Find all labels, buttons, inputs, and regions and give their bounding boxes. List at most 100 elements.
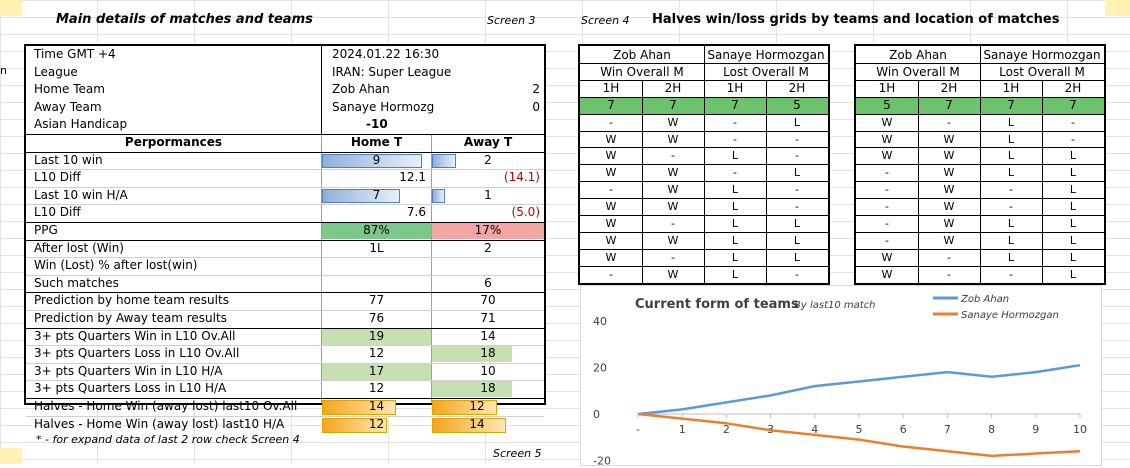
grid-cell: W (918, 217, 980, 230)
home-value: 17 (322, 364, 431, 378)
home-value: 12 (322, 417, 431, 431)
grid-cell: L (980, 217, 1042, 230)
grid-team2: Sanaye Hormozgan (704, 48, 828, 62)
perf-label: Last 10 win H/A (34, 188, 128, 202)
grid-total: 7 (580, 98, 642, 112)
grid-cell: - (766, 268, 828, 281)
perf-row: Such matches 6 (26, 275, 544, 292)
perf-label: L10 Diff (34, 205, 81, 219)
grid-cell: W (918, 183, 980, 196)
screen3-title: Main details of matches and teams (56, 12, 313, 27)
grid-cell: L (766, 217, 828, 230)
away-value: 2 (432, 241, 544, 255)
grid-cell: - (704, 133, 766, 146)
grid-cell: - (766, 149, 828, 162)
grid-cell: L (1042, 183, 1104, 196)
grid-cell: L (704, 234, 766, 247)
detail-row: Asian Handicap-10 (26, 116, 544, 133)
grid-cell: - (642, 149, 704, 162)
away-value: (5.0) (512, 205, 540, 219)
perf-label: 3+ pts Quarters Win in L10 Ov.All (34, 329, 236, 343)
home-value: 7.6 (407, 205, 426, 219)
away-value: 1 (432, 188, 544, 202)
grid-cell: W (856, 251, 918, 264)
grid-team1: Zob Ahan (856, 48, 980, 62)
grid-sub2: Lost Overall M (704, 65, 828, 79)
grid-cell: W (642, 183, 704, 196)
x-tick-label: 10 (1073, 423, 1087, 436)
grid-cell: L (704, 268, 766, 281)
grid-cell: L (980, 251, 1042, 264)
grid-cell: L (766, 251, 828, 264)
grid-cell: L (1042, 200, 1104, 213)
chart-title: Current form of teams (635, 297, 799, 312)
grid-cell: - (980, 200, 1042, 213)
grid-cell: - (918, 251, 980, 264)
grid-cell: W (580, 234, 642, 247)
perf-row: Halves - Home Win (away lost) last10 H/A… (26, 416, 544, 433)
x-tick-label: 5 (856, 423, 863, 436)
grid-cell: W (856, 268, 918, 281)
x-tick-label: 8 (988, 423, 995, 436)
grid-cell: W (580, 133, 642, 146)
grid-total: 7 (642, 98, 704, 112)
home-value: 19 (322, 329, 431, 343)
perf-row: Win (Lost) % after lost(win) (26, 257, 544, 274)
grid-cell: - (704, 116, 766, 129)
grid-cell: W (918, 149, 980, 162)
grid-total: 5 (856, 98, 918, 112)
grid-total: 7 (1042, 98, 1104, 112)
perf-label: Prediction by home team results (34, 293, 229, 307)
screen5-label: Screen 5 (493, 447, 542, 460)
grid-cell: - (766, 183, 828, 196)
home-value: 12 (322, 346, 431, 360)
chart-subtitle: By last10 match (794, 300, 876, 311)
perf-header-home: Home T (322, 135, 431, 149)
grid-cell: L (766, 234, 828, 247)
away-value: 17% (432, 223, 544, 237)
away-value: 70 (432, 293, 544, 307)
grid-sub2: Lost Overall M (980, 65, 1104, 79)
home-value: 9 (322, 153, 431, 167)
grid-cell: W (856, 116, 918, 129)
x-tick-label: 9 (1032, 423, 1039, 436)
screen4-title: Halves win/loss grids by teams and locat… (652, 12, 1059, 27)
col-separator (642, 80, 643, 283)
grid-cell: - (856, 217, 918, 230)
grid-half-label: 1H (704, 81, 766, 95)
grid-cell: W (580, 217, 642, 230)
x-tick-label: - (636, 423, 640, 436)
grid-cell: - (580, 116, 642, 129)
grid-cell: L (1042, 251, 1104, 264)
perf-label: Such matches (34, 276, 119, 290)
col-separator (1042, 80, 1043, 283)
grid-cell: - (1042, 116, 1104, 129)
away-value: 6 (432, 276, 544, 290)
col-separator (980, 46, 981, 283)
grid-cell: - (766, 133, 828, 146)
away-value: 18 (432, 346, 544, 360)
grid-cell: L (980, 116, 1042, 129)
y-tick-label: -20 (593, 455, 611, 466)
home-value: 77 (322, 293, 431, 307)
away-value: 18 (432, 381, 544, 395)
grid-cell: L (1042, 149, 1104, 162)
grid-cell: - (704, 166, 766, 179)
grid-total: 5 (766, 98, 828, 112)
grid-cell: L (704, 217, 766, 230)
perf-label: Halves - Home Win (away lost) last10 H/A (34, 417, 284, 431)
grid-cell: L (766, 166, 828, 179)
away-value: 14 (432, 417, 522, 431)
grid-team2: Sanaye Hormozgan (980, 48, 1104, 62)
col-separator (918, 80, 919, 283)
grid-cell: W (642, 166, 704, 179)
